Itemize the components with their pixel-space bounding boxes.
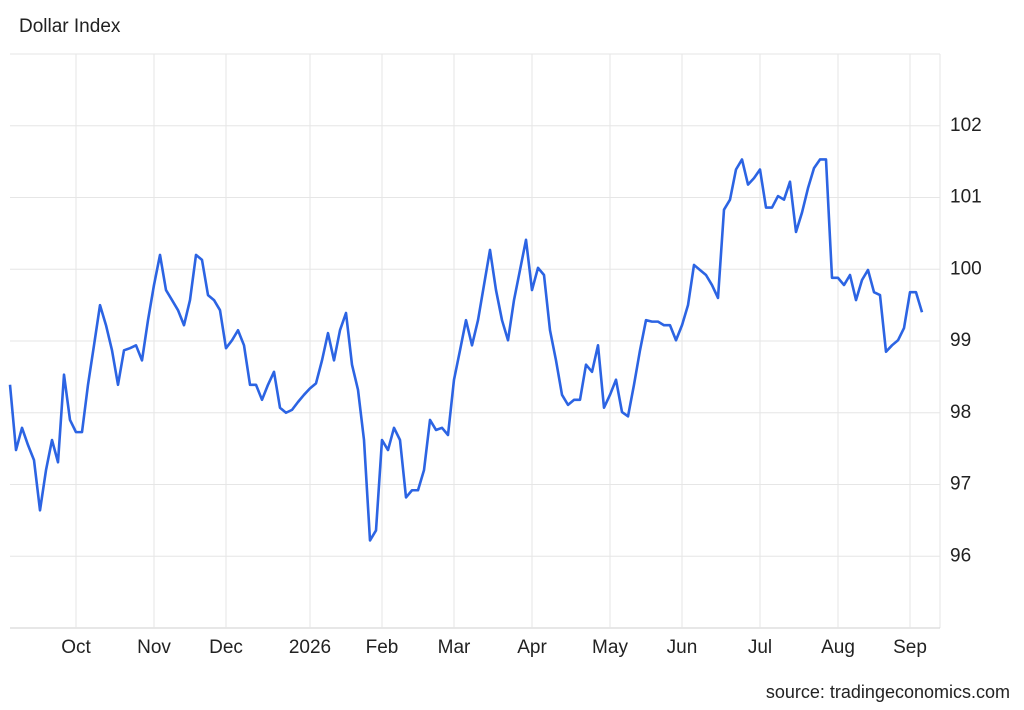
x-tick-label: Jun — [667, 637, 698, 658]
x-tick-label: Nov — [137, 637, 171, 658]
x-tick-label: Feb — [366, 637, 399, 658]
x-tick-label: Oct — [61, 637, 91, 658]
y-tick-label: 100 — [950, 258, 982, 279]
x-tick-label: Apr — [517, 637, 547, 658]
x-tick-label: Aug — [821, 637, 855, 658]
y-tick-label: 97 — [950, 474, 971, 495]
x-tick-label: Sep — [893, 637, 927, 658]
chart-title: Dollar Index — [19, 16, 121, 37]
y-tick-label: 96 — [950, 545, 971, 566]
x-tick-label: Mar — [438, 637, 471, 658]
source-note: source: tradingeconomics.com — [766, 682, 1010, 702]
x-tick-label: 2026 — [289, 637, 331, 658]
y-tick-label: 98 — [950, 402, 971, 423]
x-tick-label: Jul — [748, 637, 772, 658]
y-tick-label: 102 — [950, 115, 982, 136]
y-tick-label: 101 — [950, 187, 982, 208]
x-tick-label: Dec — [209, 637, 243, 658]
data-line — [8, 158, 924, 542]
x-tick-label: May — [592, 637, 628, 658]
y-tick-label: 99 — [950, 330, 971, 351]
